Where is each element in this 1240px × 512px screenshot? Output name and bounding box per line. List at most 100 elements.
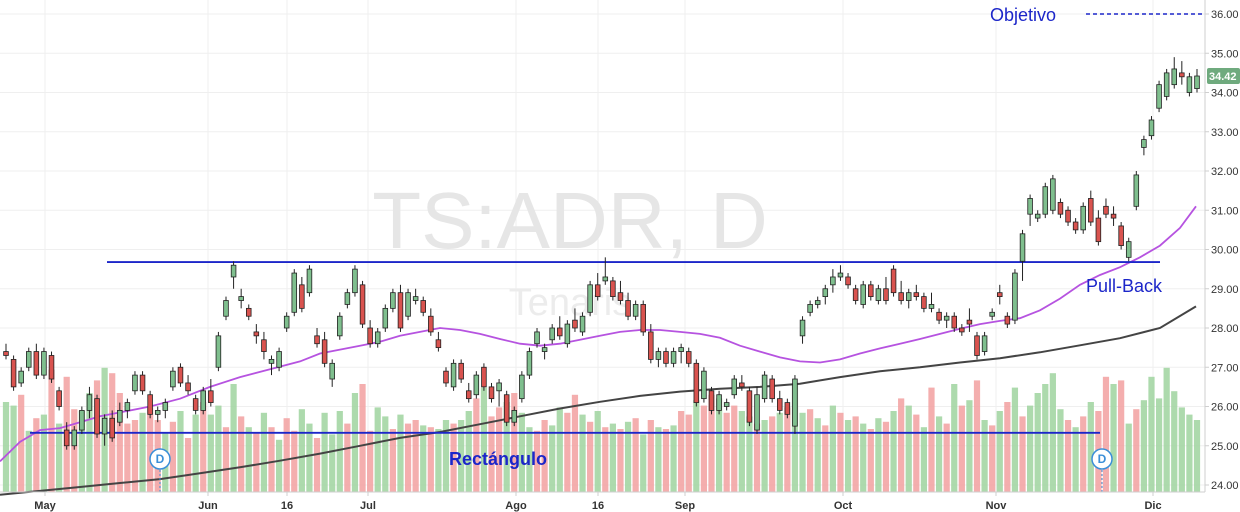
price-axis: 24.00 25.00 26.00 27.00 28.00 29.00 30.00 31.00… xyxy=(1205,9,1239,492)
candle xyxy=(18,367,24,387)
candle xyxy=(382,304,389,332)
candle xyxy=(723,398,730,411)
volume-bar xyxy=(526,427,533,492)
last-price-background xyxy=(1207,68,1240,85)
candle-body xyxy=(913,292,920,297)
candle xyxy=(959,324,965,336)
volume-bar xyxy=(549,425,556,492)
candle xyxy=(746,386,753,427)
volume-bar xyxy=(2,402,10,492)
volume-bar xyxy=(738,411,745,492)
candle-body xyxy=(754,394,760,431)
volume-bar xyxy=(973,380,981,492)
volume-bar xyxy=(647,420,654,492)
candle-body xyxy=(420,300,426,313)
volume-bar xyxy=(458,420,465,492)
candle-body xyxy=(382,307,389,329)
candle-body xyxy=(701,370,707,400)
candle-body xyxy=(1042,186,1049,215)
volume-bar xyxy=(268,427,275,492)
y-tick-label: 33.00 xyxy=(1211,127,1239,139)
volume-bar xyxy=(306,423,313,492)
volume-bar xyxy=(192,414,199,492)
candle-body xyxy=(943,315,950,321)
candle xyxy=(761,371,768,403)
volume-bar xyxy=(488,416,495,492)
candle-body xyxy=(283,315,290,329)
candle xyxy=(617,280,624,305)
candle xyxy=(268,355,275,376)
candle xyxy=(640,300,646,336)
volume-bar xyxy=(230,384,237,492)
volume-bar xyxy=(1193,420,1201,492)
candle xyxy=(693,359,700,407)
level-lines xyxy=(30,13,1203,434)
candle-body xyxy=(511,410,518,423)
candle-body xyxy=(496,382,502,392)
candle-body xyxy=(3,351,9,356)
candle-body xyxy=(655,351,662,360)
candle-body xyxy=(723,402,730,407)
candle-body xyxy=(534,331,540,345)
volume-bar xyxy=(875,418,882,492)
candle xyxy=(481,363,487,391)
volume-bar xyxy=(791,384,799,492)
candle-body xyxy=(63,429,70,447)
candle-body xyxy=(291,272,298,313)
volume-bar xyxy=(450,423,457,492)
candle xyxy=(898,280,904,305)
candle xyxy=(1065,206,1071,226)
candle xyxy=(223,296,229,321)
y-tick-label: 32.00 xyxy=(1211,166,1239,178)
candle xyxy=(951,312,958,332)
candle-body xyxy=(822,288,829,297)
candle xyxy=(253,324,260,344)
volume-bar xyxy=(1034,393,1041,492)
candle xyxy=(306,265,313,297)
candle xyxy=(739,375,745,391)
volume-bar xyxy=(890,411,897,492)
volume-bar xyxy=(996,411,1003,492)
pullback-label: Pull-Back xyxy=(1086,276,1163,296)
candle-body xyxy=(1186,76,1193,93)
volume-bar xyxy=(1011,387,1019,492)
candle xyxy=(913,284,920,301)
candle-body xyxy=(405,292,411,317)
candle xyxy=(572,308,578,332)
candle xyxy=(344,288,351,309)
candle xyxy=(192,394,199,415)
candle xyxy=(299,276,305,313)
candle xyxy=(283,312,290,332)
volume-bar xyxy=(238,416,245,492)
volume-bar xyxy=(177,411,184,492)
candle-body xyxy=(397,292,404,329)
candle xyxy=(822,284,829,305)
volume-bar xyxy=(715,398,723,492)
volume-bar xyxy=(662,429,670,492)
candle-body xyxy=(261,339,267,352)
volume-bar xyxy=(367,430,374,492)
candle-body xyxy=(374,331,381,345)
candle xyxy=(997,284,1003,305)
volume-bar xyxy=(1087,402,1094,492)
y-tick-label: 34.00 xyxy=(1211,88,1239,100)
volume-bar xyxy=(465,411,472,492)
candle xyxy=(928,292,935,313)
candle xyxy=(428,308,434,336)
volume-bar xyxy=(1019,416,1026,492)
volume-bar xyxy=(898,398,905,492)
candle-body xyxy=(777,398,783,411)
candle xyxy=(708,386,715,415)
candle-body xyxy=(276,351,282,368)
candle xyxy=(1118,222,1124,250)
volume-bar xyxy=(1057,409,1064,492)
volume-bar xyxy=(837,412,844,492)
candle xyxy=(564,320,571,348)
candle-body xyxy=(1179,72,1185,78)
candle-body xyxy=(1156,84,1162,109)
volume-bar xyxy=(1080,416,1087,492)
volume-bar xyxy=(215,405,222,492)
volume-bar xyxy=(799,412,806,492)
